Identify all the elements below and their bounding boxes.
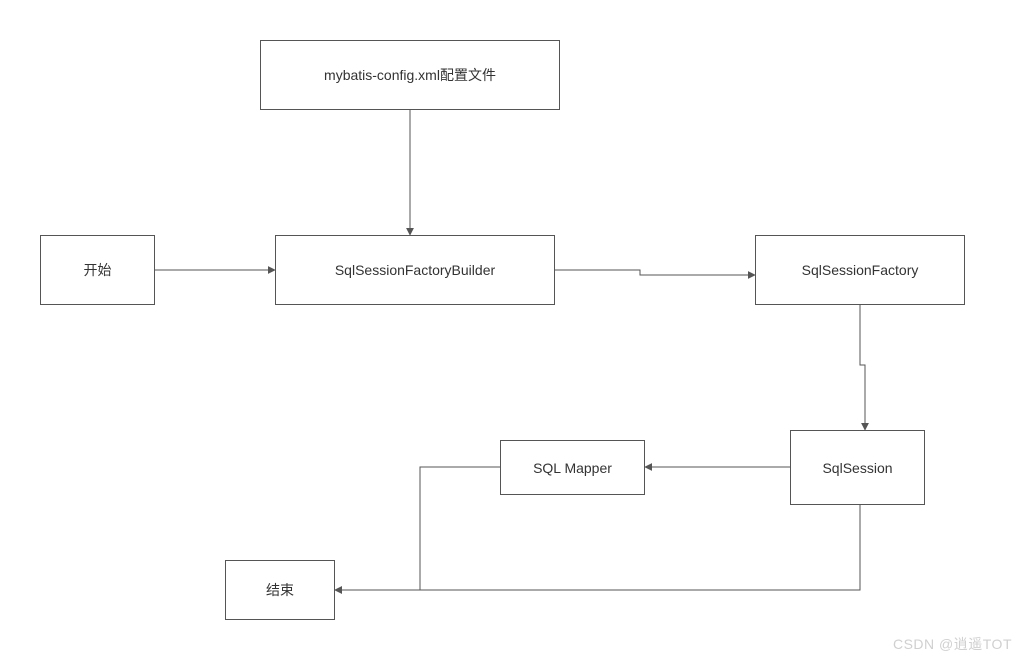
node-label: SqlSession (822, 460, 892, 476)
watermark: CSDN @逍遥TOT (893, 634, 1012, 654)
node-end: 结束 (225, 560, 335, 620)
edge-session-end (335, 505, 860, 590)
node-builder: SqlSessionFactoryBuilder (275, 235, 555, 305)
edge-factory-session (860, 305, 865, 430)
node-start: 开始 (40, 235, 155, 305)
edge-mapper-end (335, 467, 500, 590)
node-label: mybatis-config.xml配置文件 (324, 65, 496, 85)
node-factory: SqlSessionFactory (755, 235, 965, 305)
node-config: mybatis-config.xml配置文件 (260, 40, 560, 110)
node-mapper: SQL Mapper (500, 440, 645, 495)
node-label: SqlSessionFactory (802, 262, 919, 278)
node-label: 开始 (84, 260, 112, 280)
node-session: SqlSession (790, 430, 925, 505)
node-label: 结束 (266, 580, 294, 600)
node-label: SQL Mapper (533, 460, 612, 476)
node-label: SqlSessionFactoryBuilder (335, 262, 495, 278)
edge-builder-factory (555, 270, 755, 275)
